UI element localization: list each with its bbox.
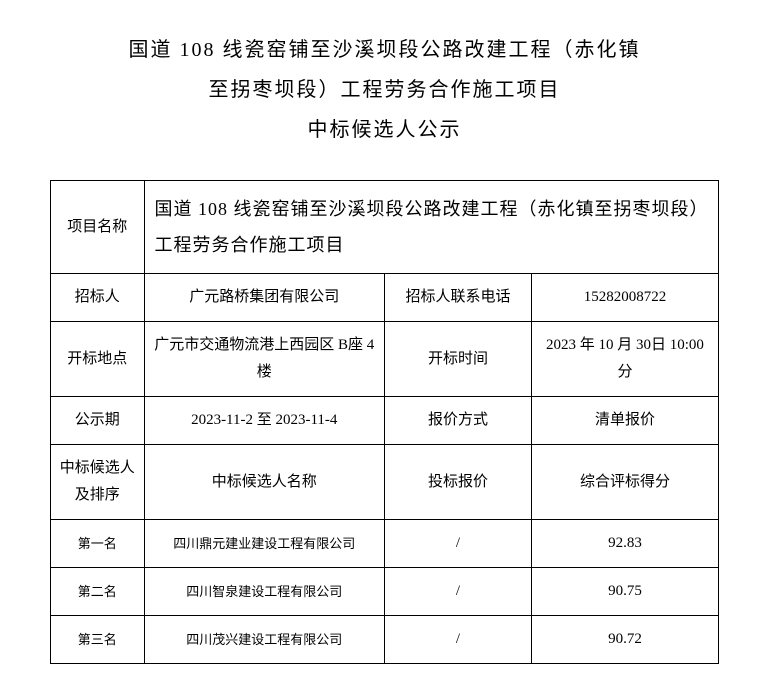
tenderer-phone-value: 15282008722 [531, 274, 718, 322]
table-row: 开标地点 广元市交通物流港上西园区 B座 4 楼 开标时间 2023 年 10 … [51, 322, 719, 397]
candidate-name-label: 中标候选人名称 [144, 445, 384, 520]
title-line-3: 中标候选人公示 [50, 110, 719, 150]
rank3-name: 四川茂兴建设工程有限公司 [144, 616, 384, 664]
candidate-rank-label: 中标候选人及排序 [51, 445, 145, 520]
table-row: 第一名 四川鼎元建业建设工程有限公司 / 92.83 [51, 520, 719, 568]
rank2-label: 第二名 [51, 568, 145, 616]
tenderer-phone-label: 招标人联系电话 [384, 274, 531, 322]
publicity-period-label: 公示期 [51, 397, 145, 445]
tenderer-value: 广元路桥集团有限公司 [144, 274, 384, 322]
rank1-score: 92.83 [531, 520, 718, 568]
rank2-price: / [384, 568, 531, 616]
bid-price-label: 投标报价 [384, 445, 531, 520]
rank1-name: 四川鼎元建业建设工程有限公司 [144, 520, 384, 568]
title-line-2: 至拐枣坝段）工程劳务合作施工项目 [50, 70, 719, 110]
project-name-value: 国道 108 线瓷窑铺至沙溪坝段公路改建工程（赤化镇至拐枣坝段）工程劳务合作施工… [144, 181, 718, 274]
quote-method-label: 报价方式 [384, 397, 531, 445]
rank1-price: / [384, 520, 531, 568]
rank1-label: 第一名 [51, 520, 145, 568]
quote-method-value: 清单报价 [531, 397, 718, 445]
rank2-name: 四川智泉建设工程有限公司 [144, 568, 384, 616]
rank2-score: 90.75 [531, 568, 718, 616]
rank3-price: / [384, 616, 531, 664]
rank3-label: 第三名 [51, 616, 145, 664]
score-label: 综合评标得分 [531, 445, 718, 520]
tenderer-label: 招标人 [51, 274, 145, 322]
document-title: 国道 108 线瓷窑铺至沙溪坝段公路改建工程（赤化镇 至拐枣坝段）工程劳务合作施… [50, 30, 719, 150]
announcement-table: 项目名称 国道 108 线瓷窑铺至沙溪坝段公路改建工程（赤化镇至拐枣坝段）工程劳… [50, 180, 719, 664]
bid-location-value: 广元市交通物流港上西园区 B座 4 楼 [144, 322, 384, 397]
table-row: 中标候选人及排序 中标候选人名称 投标报价 综合评标得分 [51, 445, 719, 520]
table-row: 第三名 四川茂兴建设工程有限公司 / 90.72 [51, 616, 719, 664]
project-name-label: 项目名称 [51, 181, 145, 274]
table-row: 第二名 四川智泉建设工程有限公司 / 90.75 [51, 568, 719, 616]
table-row: 招标人 广元路桥集团有限公司 招标人联系电话 15282008722 [51, 274, 719, 322]
rank3-score: 90.72 [531, 616, 718, 664]
table-row: 公示期 2023-11-2 至 2023-11-4 报价方式 清单报价 [51, 397, 719, 445]
publicity-period-value: 2023-11-2 至 2023-11-4 [144, 397, 384, 445]
table-row: 项目名称 国道 108 线瓷窑铺至沙溪坝段公路改建工程（赤化镇至拐枣坝段）工程劳… [51, 181, 719, 274]
bid-time-label: 开标时间 [384, 322, 531, 397]
bid-location-label: 开标地点 [51, 322, 145, 397]
bid-time-value: 2023 年 10 月 30日 10:00 分 [531, 322, 718, 397]
title-line-1: 国道 108 线瓷窑铺至沙溪坝段公路改建工程（赤化镇 [50, 30, 719, 70]
